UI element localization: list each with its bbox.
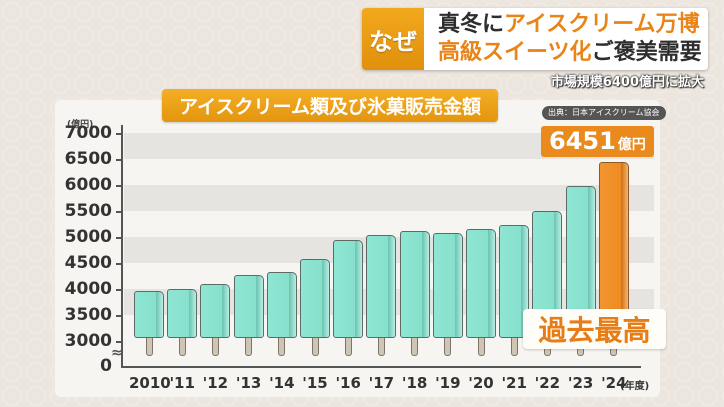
y-tick-mark (116, 315, 121, 317)
x-axis (121, 366, 641, 368)
x-tick-label: '24 (601, 374, 627, 392)
popsicle-stick-icon (211, 338, 219, 356)
x-tick-label: '11 (169, 374, 195, 392)
popsicle-stick-icon (311, 338, 319, 356)
x-tick-label: '18 (401, 374, 428, 392)
popsicle-stick-icon (278, 338, 286, 356)
x-tick-label: '14 (269, 374, 295, 392)
headline-banner: なぜ 真冬にアイスクリーム万博 高級スイーツ化ご褒美需要 (362, 8, 708, 70)
x-tick-label: '19 (435, 374, 461, 392)
source-badge: 出典：日本アイスクリーム協会 (542, 106, 666, 120)
y-tick-label: 6500 (64, 149, 112, 169)
chart-title: アイスクリーム類及び氷菓販売金額 (162, 89, 498, 122)
y-axis (121, 125, 123, 368)
bar-20 (466, 228, 496, 338)
y-tick-mark (116, 185, 121, 187)
x-tick-label: '13 (235, 374, 262, 392)
y-tick-label: 5500 (64, 201, 112, 221)
x-tick-label: '21 (501, 374, 527, 392)
popsicle-stick-icon (178, 338, 186, 356)
y-tick-mark (116, 211, 121, 213)
headline-subline: 市場規模6400億円に拡大 (550, 75, 704, 90)
bar-17 (366, 234, 397, 338)
popsicle-stick-icon (377, 338, 385, 356)
y-tick-label: 6000 (64, 175, 112, 195)
x-tick-label: '22 (534, 374, 561, 392)
y-tick-mark (116, 341, 121, 343)
y-tick-label: 5000 (64, 227, 112, 247)
y-tick-label: 4500 (64, 253, 112, 273)
y-tick-mark (116, 263, 121, 265)
x-tick-label: '20 (468, 374, 494, 392)
y-tick-mark (116, 237, 121, 239)
popsicle-stick-icon (477, 338, 485, 356)
headline-line-2: 高級スイーツ化ご褒美需要 (438, 40, 702, 65)
axis-break-icon: ≈ (111, 345, 123, 361)
bar-18 (399, 230, 430, 338)
x-tick-label: '16 (335, 374, 361, 392)
y-axis-unit: (億円) (67, 120, 94, 130)
y-tick-label: 3500 (64, 305, 112, 325)
popsicle-stick-icon (344, 338, 352, 356)
popsicle-stick-icon (510, 338, 518, 356)
headline-tag: なぜ (362, 8, 424, 70)
y-tick-mark (116, 159, 121, 161)
x-tick-label: '17 (368, 374, 395, 392)
y-tick-label: 4000 (64, 279, 112, 299)
popsicle-stick-icon (444, 338, 452, 356)
y-tick-mark (116, 133, 121, 135)
bar-19 (432, 232, 463, 338)
popsicle-stick-icon (145, 338, 153, 356)
y-tick-label: 3000 (64, 331, 112, 351)
bar-11 (167, 289, 198, 338)
value-callout: 6451 億円 (541, 126, 654, 157)
y-tick-label: 7000 (64, 123, 112, 143)
x-axis-unit: (年度) (620, 381, 650, 392)
x-tick-label: '23 (567, 374, 594, 392)
x-tick-label: '12 (202, 374, 229, 392)
bar-24 (598, 161, 629, 338)
bar-13 (233, 274, 264, 338)
bar-12 (200, 284, 231, 338)
bar-16 (333, 240, 364, 338)
record-high-label: 過去最高 (523, 309, 666, 349)
bar-15 (300, 258, 330, 338)
y-tick-mark (116, 289, 121, 291)
y-tick-label: 0 (100, 356, 112, 376)
x-tick-label: '15 (302, 374, 328, 392)
bar-2010 (134, 291, 164, 338)
headline-line-1: 真冬にアイスクリーム万博 (438, 12, 700, 37)
bar-14 (266, 271, 297, 338)
x-tick-label: 2010 (129, 374, 171, 392)
popsicle-stick-icon (245, 338, 253, 356)
popsicle-stick-icon (411, 338, 419, 356)
